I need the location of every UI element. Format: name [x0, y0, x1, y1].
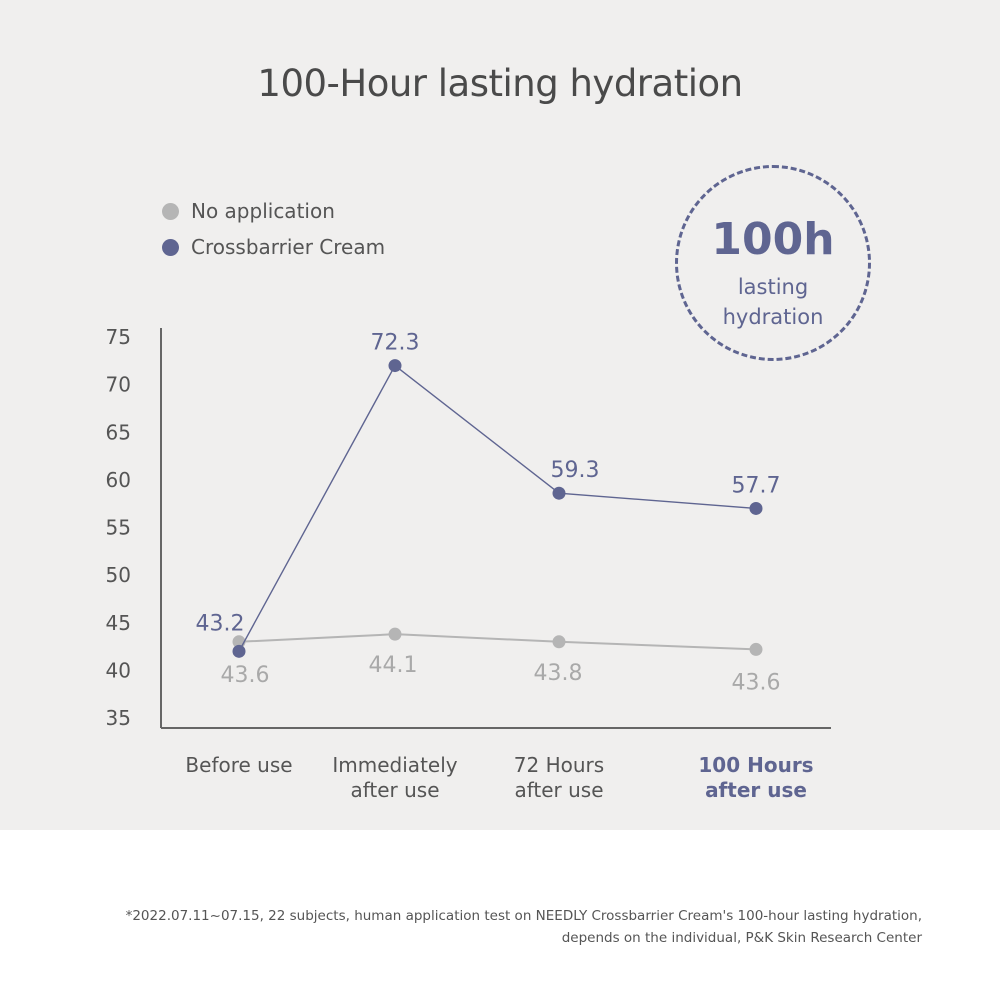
hydration-badge: 100h lasting hydration: [675, 165, 871, 361]
y-tick-label: 75: [106, 325, 131, 349]
legend-item-crossbarrier: Crossbarrier Cream: [162, 229, 385, 265]
data-label-no-application: 43.6: [221, 663, 270, 688]
footnote-line-1: *2022.07.11~07.15, 22 subjects, human ap…: [125, 908, 922, 924]
data-point-no-application: [552, 635, 566, 649]
data-label-crossbarrier: 43.2: [196, 611, 245, 636]
y-tick-label: 55: [106, 516, 131, 540]
line-chart: 35 40 45 50 55 60 65 70 75 43.6 44.1 43.8 43.6 43.2 72…: [106, 325, 831, 730]
footnote-line-2: depends on the individual, P&K Skin Rese…: [561, 930, 922, 946]
x-tick-label-line: Before use: [185, 753, 293, 777]
y-tick-label: 65: [106, 420, 131, 444]
data-label-crossbarrier: 72.3: [371, 331, 420, 356]
y-tick-label: 45: [106, 611, 131, 635]
x-tick-label: Immediately after use: [310, 753, 480, 803]
y-tick-label: 35: [106, 706, 131, 730]
x-tick-label-line: after use: [705, 778, 807, 802]
y-tick-label: 40: [106, 658, 131, 682]
legend-label-no-application: No application: [191, 199, 335, 223]
series-line-no-application: [238, 633, 757, 651]
chart-panel: [0, 0, 1000, 830]
data-point-crossbarrier: [388, 359, 402, 373]
x-tick-label: 100 Hours after use: [671, 753, 841, 803]
legend-dot-navy: [162, 238, 179, 256]
data-label-crossbarrier: 57.7: [732, 473, 781, 498]
badge-subtitle: lasting hydration: [678, 272, 868, 332]
data-label-crossbarrier: 59.3: [551, 458, 600, 483]
legend-label-crossbarrier: Crossbarrier Cream: [191, 235, 386, 259]
legend-item-no-application: No application: [162, 193, 385, 229]
badge-line-2: hydration: [722, 305, 824, 329]
data-point-no-application: [749, 642, 763, 656]
series-line-crossbarrier: [238, 364, 757, 652]
x-tick-label: 72 Hours after use: [474, 753, 644, 803]
data-point-crossbarrier: [749, 501, 763, 515]
data-point-crossbarrier: [232, 644, 246, 658]
badge-title: 100h: [711, 214, 835, 265]
data-point-no-application: [388, 627, 402, 641]
y-tick-label: 50: [106, 563, 131, 587]
data-point-crossbarrier: [552, 486, 566, 500]
legend: No application Crossbarrier Cream: [162, 193, 385, 265]
data-label-no-application: 43.8: [534, 661, 583, 686]
legend-dot-gray: [162, 202, 179, 220]
x-tick-label-line: Immediately: [332, 753, 458, 777]
x-tick-label-line: 72 Hours: [513, 753, 605, 777]
data-label-no-application: 44.1: [369, 653, 418, 678]
data-label-no-application: 43.6: [732, 670, 781, 695]
y-tick-label: 60: [106, 468, 131, 492]
x-tick-label: Before use: [154, 753, 324, 778]
chart-title: 100-Hour lasting hydration: [257, 62, 743, 105]
badge-line-1: lasting: [737, 275, 809, 299]
x-tick-label-line: after use: [514, 778, 604, 802]
y-tick-label: 70: [106, 373, 131, 397]
x-tick-label-line: 100 Hours: [698, 753, 814, 777]
footnote: *2022.07.11~07.15, 22 subjects, human ap…: [62, 905, 922, 949]
x-tick-label-line: after use: [350, 778, 440, 802]
